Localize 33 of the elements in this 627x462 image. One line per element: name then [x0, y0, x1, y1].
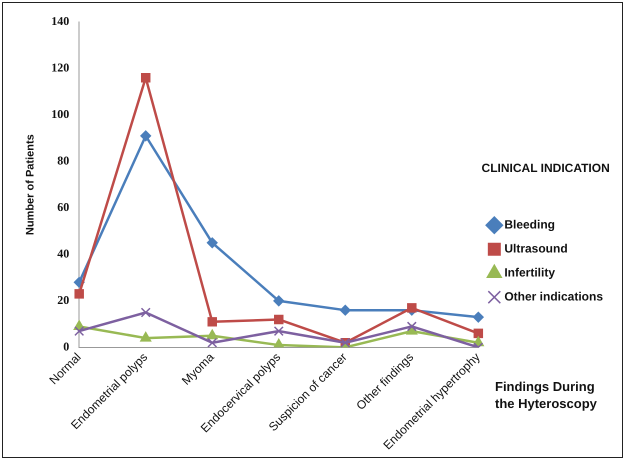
legend-label: Other indications: [504, 290, 604, 304]
y-tick-label: 100: [51, 107, 70, 122]
point: [140, 73, 150, 83]
point: [206, 237, 218, 248]
y-tick-label: 20: [57, 292, 70, 307]
y-tick-label: 40: [57, 246, 70, 261]
point: [140, 308, 151, 318]
legend-title: CLINICAL INDICATION: [482, 161, 610, 176]
point: [208, 317, 217, 327]
point: [206, 329, 218, 340]
legend-label: Bleeding: [504, 218, 555, 232]
y-tick-label: 120: [51, 60, 70, 75]
point: [407, 303, 417, 313]
point: [74, 289, 84, 299]
point: [474, 328, 484, 338]
point: [140, 130, 152, 142]
point: [406, 321, 417, 332]
y-tick-label: 140: [51, 14, 70, 28]
y-tick-label: 80: [57, 154, 70, 168]
point: [74, 326, 84, 336]
legend-label: Ultrasound: [504, 242, 568, 256]
point: [207, 338, 218, 348]
point: [273, 295, 284, 306]
y-tick-label: 0: [63, 339, 70, 354]
point: [274, 326, 284, 336]
point: [340, 304, 351, 316]
x-axis-title: Findings During the Hyteroscopy: [495, 378, 598, 412]
legend-label: Infertility: [504, 266, 556, 280]
y-axis-title: Number of Patients: [24, 134, 37, 236]
point: [472, 312, 484, 323]
y-tick-label: 60: [57, 200, 70, 214]
point: [140, 332, 152, 342]
point: [274, 314, 284, 324]
